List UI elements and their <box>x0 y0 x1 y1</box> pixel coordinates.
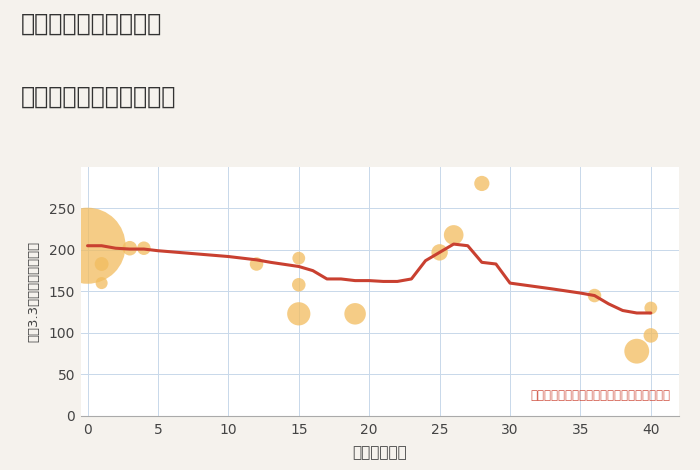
Point <box>448 231 459 239</box>
Point <box>631 347 643 355</box>
X-axis label: 築年数（年）: 築年数（年） <box>352 445 407 460</box>
Point <box>349 310 360 318</box>
Point <box>434 249 445 256</box>
Point <box>96 279 107 287</box>
Point <box>82 242 93 250</box>
Y-axis label: 坪（3.3㎡）単価（万円）: 坪（3.3㎡）単価（万円） <box>27 241 40 342</box>
Point <box>589 292 600 299</box>
Point <box>293 281 304 289</box>
Point <box>139 244 150 252</box>
Point <box>124 244 135 252</box>
Text: 東京都板橋区稲荷台の: 東京都板橋区稲荷台の <box>21 12 162 36</box>
Text: 築年数別中古戸建て価格: 築年数別中古戸建て価格 <box>21 85 176 109</box>
Point <box>476 180 487 187</box>
Point <box>96 260 107 268</box>
Point <box>293 310 304 318</box>
Point <box>645 332 657 339</box>
Point <box>251 260 262 268</box>
Text: 円の大きさは、取引のあった物件面積を示す: 円の大きさは、取引のあった物件面積を示す <box>530 389 670 402</box>
Point <box>645 304 657 312</box>
Point <box>293 254 304 262</box>
